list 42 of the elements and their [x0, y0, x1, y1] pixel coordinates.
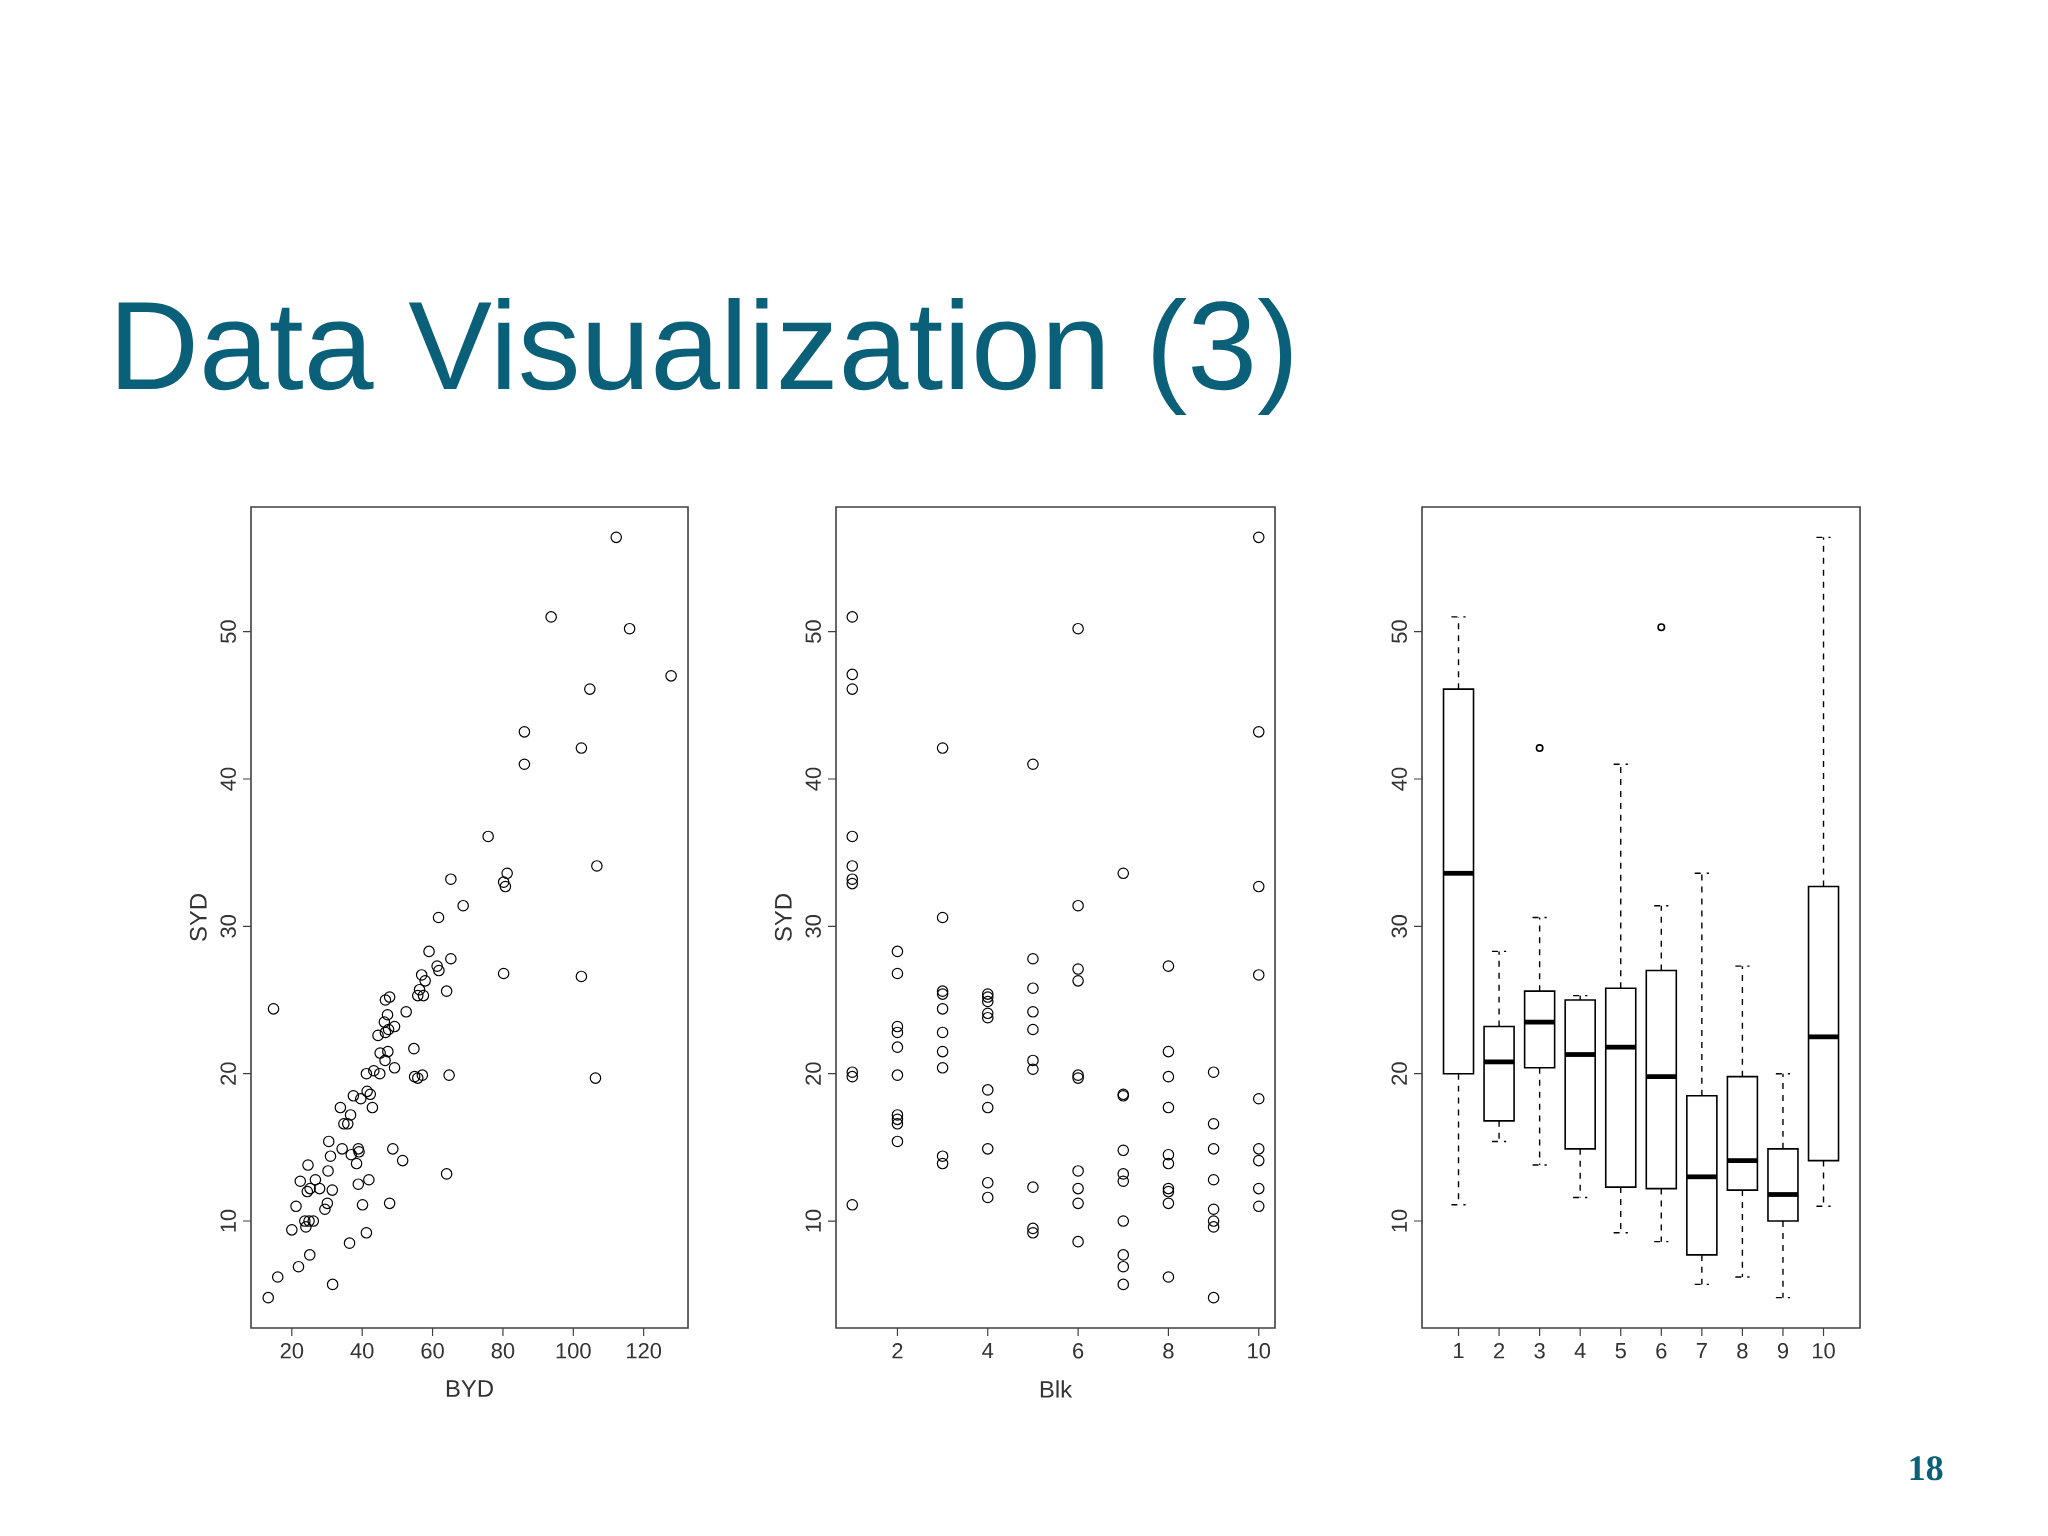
- text: 18: [1910, 1456, 1943, 1481]
- x-tick-label: 1: [1454, 1343, 1464, 1359]
- x-tick-label: 9: [1777, 1343, 1789, 1359]
- x-tick-label: 4: [982, 1343, 994, 1359]
- x-tick-label: 8: [1163, 1343, 1174, 1359]
- x-tick-label: 5: [1615, 1343, 1626, 1359]
- x-tick-label: 60: [421, 1343, 444, 1359]
- y-tick-label: 50: [1391, 620, 1407, 643]
- y-tick-label: 30: [220, 915, 236, 938]
- y-tick-label: 40: [805, 767, 821, 791]
- x-tick-label: 2: [892, 1343, 903, 1359]
- x-tick-label: 4: [1574, 1343, 1586, 1359]
- y-tick-label: 40: [220, 767, 236, 791]
- x-axis-title: Blk: [1040, 1380, 1073, 1398]
- x-tick-label: 7: [1696, 1343, 1707, 1359]
- x-tick-label: 3: [1534, 1343, 1545, 1359]
- x-tick-label: 100: [556, 1343, 591, 1359]
- x-axis-title: BYD: [446, 1380, 493, 1397]
- y-tick-label: 50: [220, 620, 236, 643]
- y-tick-label: 10: [1391, 1209, 1407, 1232]
- y-tick-label: 10: [220, 1209, 236, 1232]
- y-axis-title: SYD: [189, 894, 207, 941]
- y-tick-label: 20: [1391, 1062, 1407, 1085]
- y-tick-label: 20: [805, 1062, 821, 1085]
- x-tick-label: 6: [1073, 1343, 1084, 1359]
- y-tick-label: 50: [805, 620, 821, 643]
- x-tick-label: 40: [350, 1343, 374, 1359]
- x-tick-label: 80: [491, 1343, 515, 1359]
- y-tick-label: 30: [805, 915, 821, 938]
- x-tick-label: 20: [280, 1343, 304, 1359]
- y-axis-title: SYD: [774, 894, 792, 941]
- x-tick-label: 10: [1812, 1343, 1835, 1359]
- x-tick-label: 2: [1494, 1343, 1505, 1359]
- y-tick-label: 40: [1391, 767, 1407, 791]
- x-tick-label: 120: [627, 1343, 662, 1359]
- x-tick-label: 8: [1737, 1343, 1748, 1359]
- y-tick-label: 10: [805, 1209, 821, 1232]
- x-tick-label: 6: [1656, 1343, 1667, 1359]
- x-tick-label: 10: [1248, 1343, 1271, 1359]
- chart-title: Data Visualization (3): [118, 298, 1292, 415]
- y-tick-label: 20: [220, 1062, 236, 1085]
- y-tick-label: 30: [1391, 915, 1407, 938]
